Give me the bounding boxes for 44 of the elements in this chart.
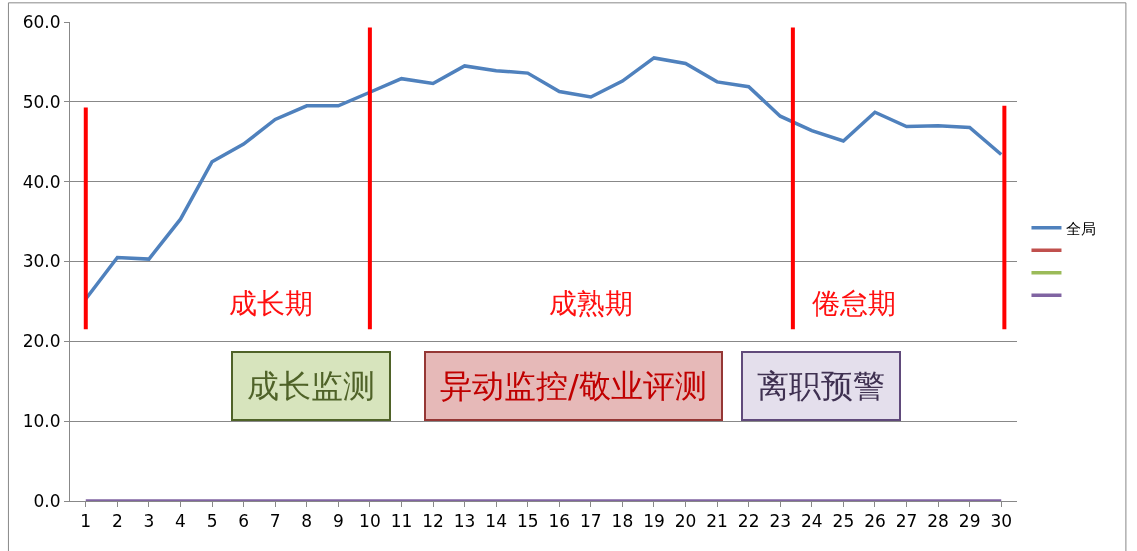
x-tick-label: 10 bbox=[359, 511, 381, 532]
x-tick-label: 27 bbox=[895, 511, 918, 532]
x-tick-label: 5 bbox=[206, 511, 218, 532]
x-tick-label: 6 bbox=[238, 511, 250, 532]
y-tick-label: 60.0 bbox=[22, 11, 61, 32]
x-tick-label: 11 bbox=[390, 511, 413, 532]
x-tick-label: 30 bbox=[990, 511, 1013, 532]
x-tick-label: 4 bbox=[175, 511, 186, 532]
x-tick-label: 28 bbox=[927, 511, 949, 532]
x-tick-label: 18 bbox=[611, 511, 634, 532]
annotation: 成长监测 bbox=[247, 367, 375, 405]
x-tick-label: 8 bbox=[301, 511, 313, 532]
x-tick-label: 9 bbox=[332, 511, 344, 532]
x-tick-label: 7 bbox=[269, 511, 281, 532]
annotation: 离职预警 bbox=[757, 367, 885, 405]
x-tick-label: 14 bbox=[485, 511, 507, 532]
annotation: 成长期 bbox=[229, 287, 313, 320]
x-tick-label: 17 bbox=[580, 511, 602, 532]
x-tick-label: 1 bbox=[80, 511, 92, 532]
y-tick-label: 30.0 bbox=[22, 251, 61, 272]
y-tick-label: 40.0 bbox=[22, 171, 61, 192]
annotation: 成熟期 bbox=[549, 287, 633, 320]
y-tick-label: 50.0 bbox=[22, 91, 61, 112]
x-tick-label: 29 bbox=[958, 511, 981, 532]
x-tick-label: 15 bbox=[516, 511, 539, 532]
y-tick-label: 20.0 bbox=[22, 331, 61, 352]
x-tick-label: 19 bbox=[643, 511, 665, 532]
x-tick-label: 21 bbox=[706, 511, 728, 532]
x-tick-label: 2 bbox=[111, 511, 123, 532]
x-tick-label: 12 bbox=[422, 511, 444, 532]
x-tick-label: 25 bbox=[832, 511, 855, 532]
x-tick-label: 16 bbox=[548, 511, 571, 532]
legend-label: 全局 bbox=[1066, 219, 1097, 238]
x-tick-label: 26 bbox=[864, 511, 886, 532]
x-tick-label: 13 bbox=[453, 511, 476, 532]
x-tick-label: 20 bbox=[674, 511, 697, 532]
x-tick-label: 23 bbox=[769, 511, 792, 532]
y-tick-label: 0.0 bbox=[33, 490, 61, 511]
annotation: 异动监控/敬业评测 bbox=[440, 367, 707, 405]
x-tick-label: 22 bbox=[737, 511, 760, 532]
x-tick-label: 24 bbox=[801, 511, 823, 532]
y-tick-label: 10.0 bbox=[22, 411, 61, 432]
x-tick-label: 3 bbox=[143, 511, 155, 532]
annotation: 倦怠期 bbox=[812, 287, 896, 320]
